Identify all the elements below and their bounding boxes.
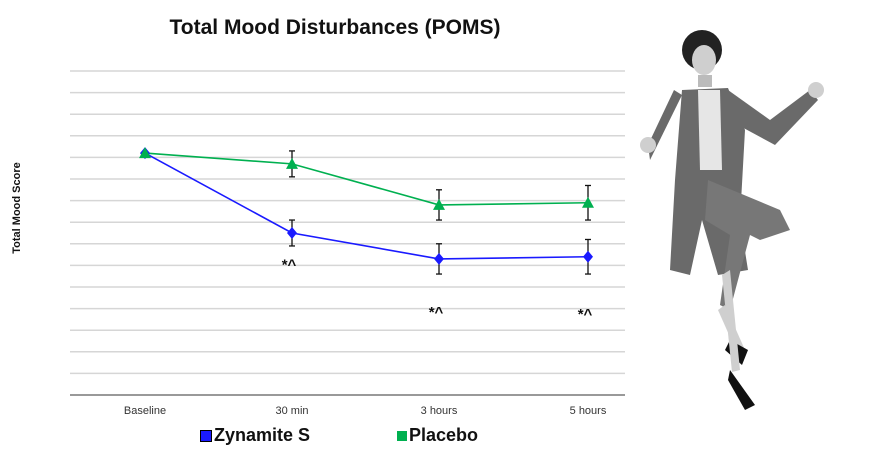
significance-annotation: *^ (282, 256, 297, 273)
legend-swatch-placebo (397, 430, 407, 441)
series-line-1 (144, 152, 589, 206)
data-point-1 (286, 157, 298, 169)
legend-label-placebo: Placebo (409, 425, 479, 445)
significance-annotation: *^ (429, 304, 444, 321)
photo-woman-celebrating (640, 30, 824, 410)
significance-annotation: *^ (578, 306, 593, 323)
data-point-1 (139, 147, 151, 159)
data-point-0 (434, 252, 444, 265)
x-tick-label: 3 hours (421, 405, 458, 417)
x-tick-label: Baseline (124, 405, 166, 417)
data-point-1 (433, 198, 445, 210)
x-tick-label: 5 hours (570, 405, 607, 417)
x-tick-label: 30 min (275, 405, 308, 417)
legend-swatch-zynamite (200, 429, 212, 442)
chart-title: Total Mood Disturbances (POMS) (169, 16, 501, 39)
legend-item-placebo: Placebo (397, 425, 478, 446)
legend-item-zynamite: Zynamite S (200, 425, 310, 446)
line-chart: Baseline 30 min 3 hours 5 hours *^ *^ *^ (70, 70, 625, 417)
data-point-0 (583, 250, 593, 263)
legend-label-zynamite: Zynamite S (214, 425, 311, 445)
series-line-0 (144, 152, 589, 260)
data-point-1 (582, 196, 594, 208)
data-point-0 (287, 227, 297, 239)
